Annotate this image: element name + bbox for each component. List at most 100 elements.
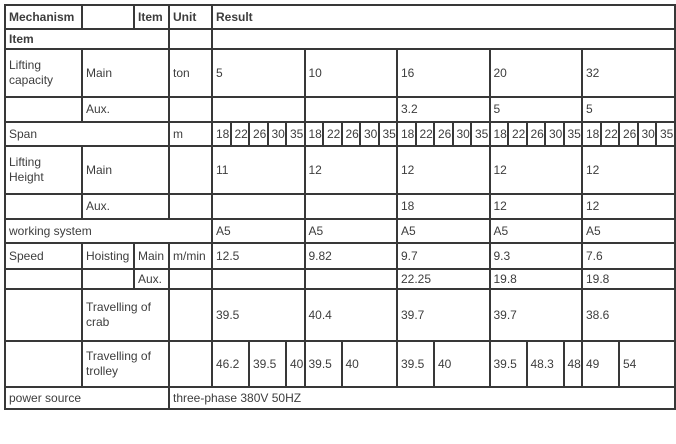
table-cell — [168, 96, 213, 123]
header-cell: Item — [133, 4, 170, 30]
table-cell: Aux. — [81, 193, 170, 220]
table-cell: 30 — [359, 121, 380, 147]
table-cell: 18 — [396, 121, 417, 147]
table-cell: 22 — [507, 121, 528, 147]
table-cell: 22.25 — [396, 268, 491, 290]
table-cell: 26 — [525, 121, 546, 147]
table-cell: 18 — [303, 121, 324, 147]
table-cell: 32 — [581, 48, 676, 98]
table-cell — [4, 268, 83, 290]
table-cell: Main — [81, 48, 170, 98]
table-cell — [303, 268, 398, 290]
table-cell: 9.3 — [488, 242, 583, 270]
table-row: Item — [4, 28, 676, 50]
table-row: Travelling of crab 39.5 40.4 39.7 39.7 38.6 — [4, 288, 676, 342]
table-cell — [81, 4, 135, 30]
spec-table: Mechanism Item Unit Result Item Lifting capac… — [4, 4, 676, 410]
table-cell — [4, 193, 83, 220]
table-cell: 54 — [618, 340, 676, 388]
table-cell — [4, 288, 83, 342]
table-cell — [168, 145, 213, 195]
table-cell: 39.7 — [396, 288, 491, 342]
table-cell: 30 — [451, 121, 472, 147]
table-cell: A5 — [211, 218, 306, 244]
table-cell: Aux. — [81, 96, 170, 123]
table-cell: Main — [133, 242, 170, 270]
table-row: Lifting capacity Main ton 5 10 16 20 32 — [4, 48, 676, 98]
table-cell — [168, 268, 213, 290]
table-cell: 26 — [340, 121, 361, 147]
table-cell: 12 — [581, 145, 676, 195]
table-cell: 22 — [414, 121, 435, 147]
table-cell: 39.5 — [211, 288, 306, 342]
table-cell: 35 — [470, 121, 491, 147]
table-cell: 26 — [618, 121, 639, 147]
table-cell: 39.5 — [488, 340, 528, 388]
table-cell: ton — [168, 48, 213, 98]
table-cell: 40 — [285, 340, 306, 388]
table-cell: A5 — [303, 218, 398, 244]
table-cell — [211, 96, 306, 123]
table-cell: m/min — [168, 242, 213, 270]
table-row: Travelling of trolley 46.2 39.5 40 39.5 40 39.… — [4, 340, 676, 388]
table-cell: Main — [81, 145, 170, 195]
table-cell: 11 — [211, 145, 306, 195]
table-cell: 9.7 — [396, 242, 491, 270]
table-cell: 40.4 — [303, 288, 398, 342]
table-cell: 12 — [303, 145, 398, 195]
table-cell: 9.82 — [303, 242, 398, 270]
table-cell: 39.5 — [303, 340, 343, 388]
table-cell — [211, 193, 306, 220]
table-cell: 40 — [433, 340, 491, 388]
table-cell: 49 — [581, 340, 620, 388]
table-cell: working system — [4, 218, 213, 244]
table-cell: A5 — [581, 218, 676, 244]
header-cell: Result — [211, 4, 676, 30]
table-cell: m — [168, 121, 213, 147]
table-cell: 26 — [433, 121, 454, 147]
table-cell: 48 — [562, 340, 583, 388]
table-cell: 12 — [488, 145, 583, 195]
table-cell: 35 — [285, 121, 306, 147]
table-cell: three-phase 380V 50HZ — [168, 386, 676, 410]
table-cell: 48.3 — [525, 340, 565, 388]
table-cell: 3.2 — [396, 96, 491, 123]
table-cell: 12 — [488, 193, 583, 220]
table-cell: 12.5 — [211, 242, 306, 270]
table-cell: A5 — [488, 218, 583, 244]
table-cell: 19.8 — [488, 268, 583, 290]
table-cell: Hoisting — [81, 242, 135, 270]
table-row: Aux. 18 12 12 — [4, 193, 676, 220]
table-cell: 10 — [303, 48, 398, 98]
table-cell: 16 — [396, 48, 491, 98]
table-cell: 22 — [229, 121, 250, 147]
table-cell: 18 — [396, 193, 491, 220]
table-cell: 22 — [599, 121, 620, 147]
table-cell: Aux. — [133, 268, 170, 290]
table-cell: 18 — [211, 121, 232, 147]
table-cell — [211, 28, 676, 50]
table-cell: 39.5 — [248, 340, 287, 388]
table-row: Span m 18 22 26 30 35 18 22 26 30 35 18 22 26 30 35 18 22 2… — [4, 121, 676, 147]
table-cell: 40 — [340, 340, 398, 388]
table-row: working system A5 A5 A5 A5 A5 — [4, 218, 676, 244]
table-row: Mechanism Item Unit Result — [4, 4, 676, 30]
header-cell: Unit — [168, 4, 213, 30]
table-cell: 12 — [396, 145, 491, 195]
table-cell — [168, 288, 213, 342]
table-cell: 30 — [636, 121, 657, 147]
table-cell: 18 — [581, 121, 602, 147]
table-cell: Lifting capacity — [4, 48, 83, 98]
table-row: Aux. 22.25 19.8 19.8 — [4, 268, 676, 290]
table-cell: A5 — [396, 218, 491, 244]
table-cell: 46.2 — [211, 340, 250, 388]
table-cell: 38.6 — [581, 288, 676, 342]
table-cell: 35 — [562, 121, 583, 147]
table-cell: power source — [4, 386, 170, 410]
table-cell: 22 — [322, 121, 343, 147]
table-cell — [168, 193, 213, 220]
table-cell: 26 — [248, 121, 269, 147]
table-row: Lifting Height Main 11 12 12 12 12 — [4, 145, 676, 195]
table-cell: Lifting Height — [4, 145, 83, 195]
table-cell: Speed — [4, 242, 83, 270]
